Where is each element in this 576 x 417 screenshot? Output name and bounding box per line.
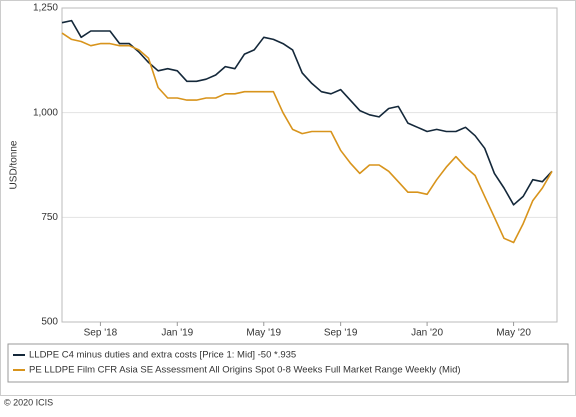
x-tick-label: Jan '20	[411, 328, 443, 339]
legend-box	[7, 343, 569, 383]
x-tick-label: May '20	[496, 328, 531, 339]
x-tick-label: May '19	[246, 328, 281, 339]
x-tick-label: Sep '19	[324, 328, 358, 339]
series-line	[61, 32, 553, 244]
y-tick-label: 500	[41, 317, 58, 328]
copyright: © 2020 ICIS	[4, 397, 53, 407]
y-tick-label: 750	[41, 212, 58, 223]
x-tick-label: Sep '18	[84, 328, 118, 339]
y-tick-label: 1,250	[33, 3, 58, 14]
plot-frame	[61, 7, 558, 323]
series-line	[61, 19, 553, 206]
y-tick-label: 1,000	[33, 107, 58, 118]
legend-label: LLDPE C4 minus duties and extra costs [P…	[29, 350, 296, 361]
y-axis-label: USD/tonne	[9, 140, 20, 189]
legend-label: PE LLDPE Film CFR Asia SE Assessment All…	[29, 365, 461, 376]
x-tick-label: Jan '19	[161, 328, 193, 339]
chart-frame	[0, 0, 576, 396]
